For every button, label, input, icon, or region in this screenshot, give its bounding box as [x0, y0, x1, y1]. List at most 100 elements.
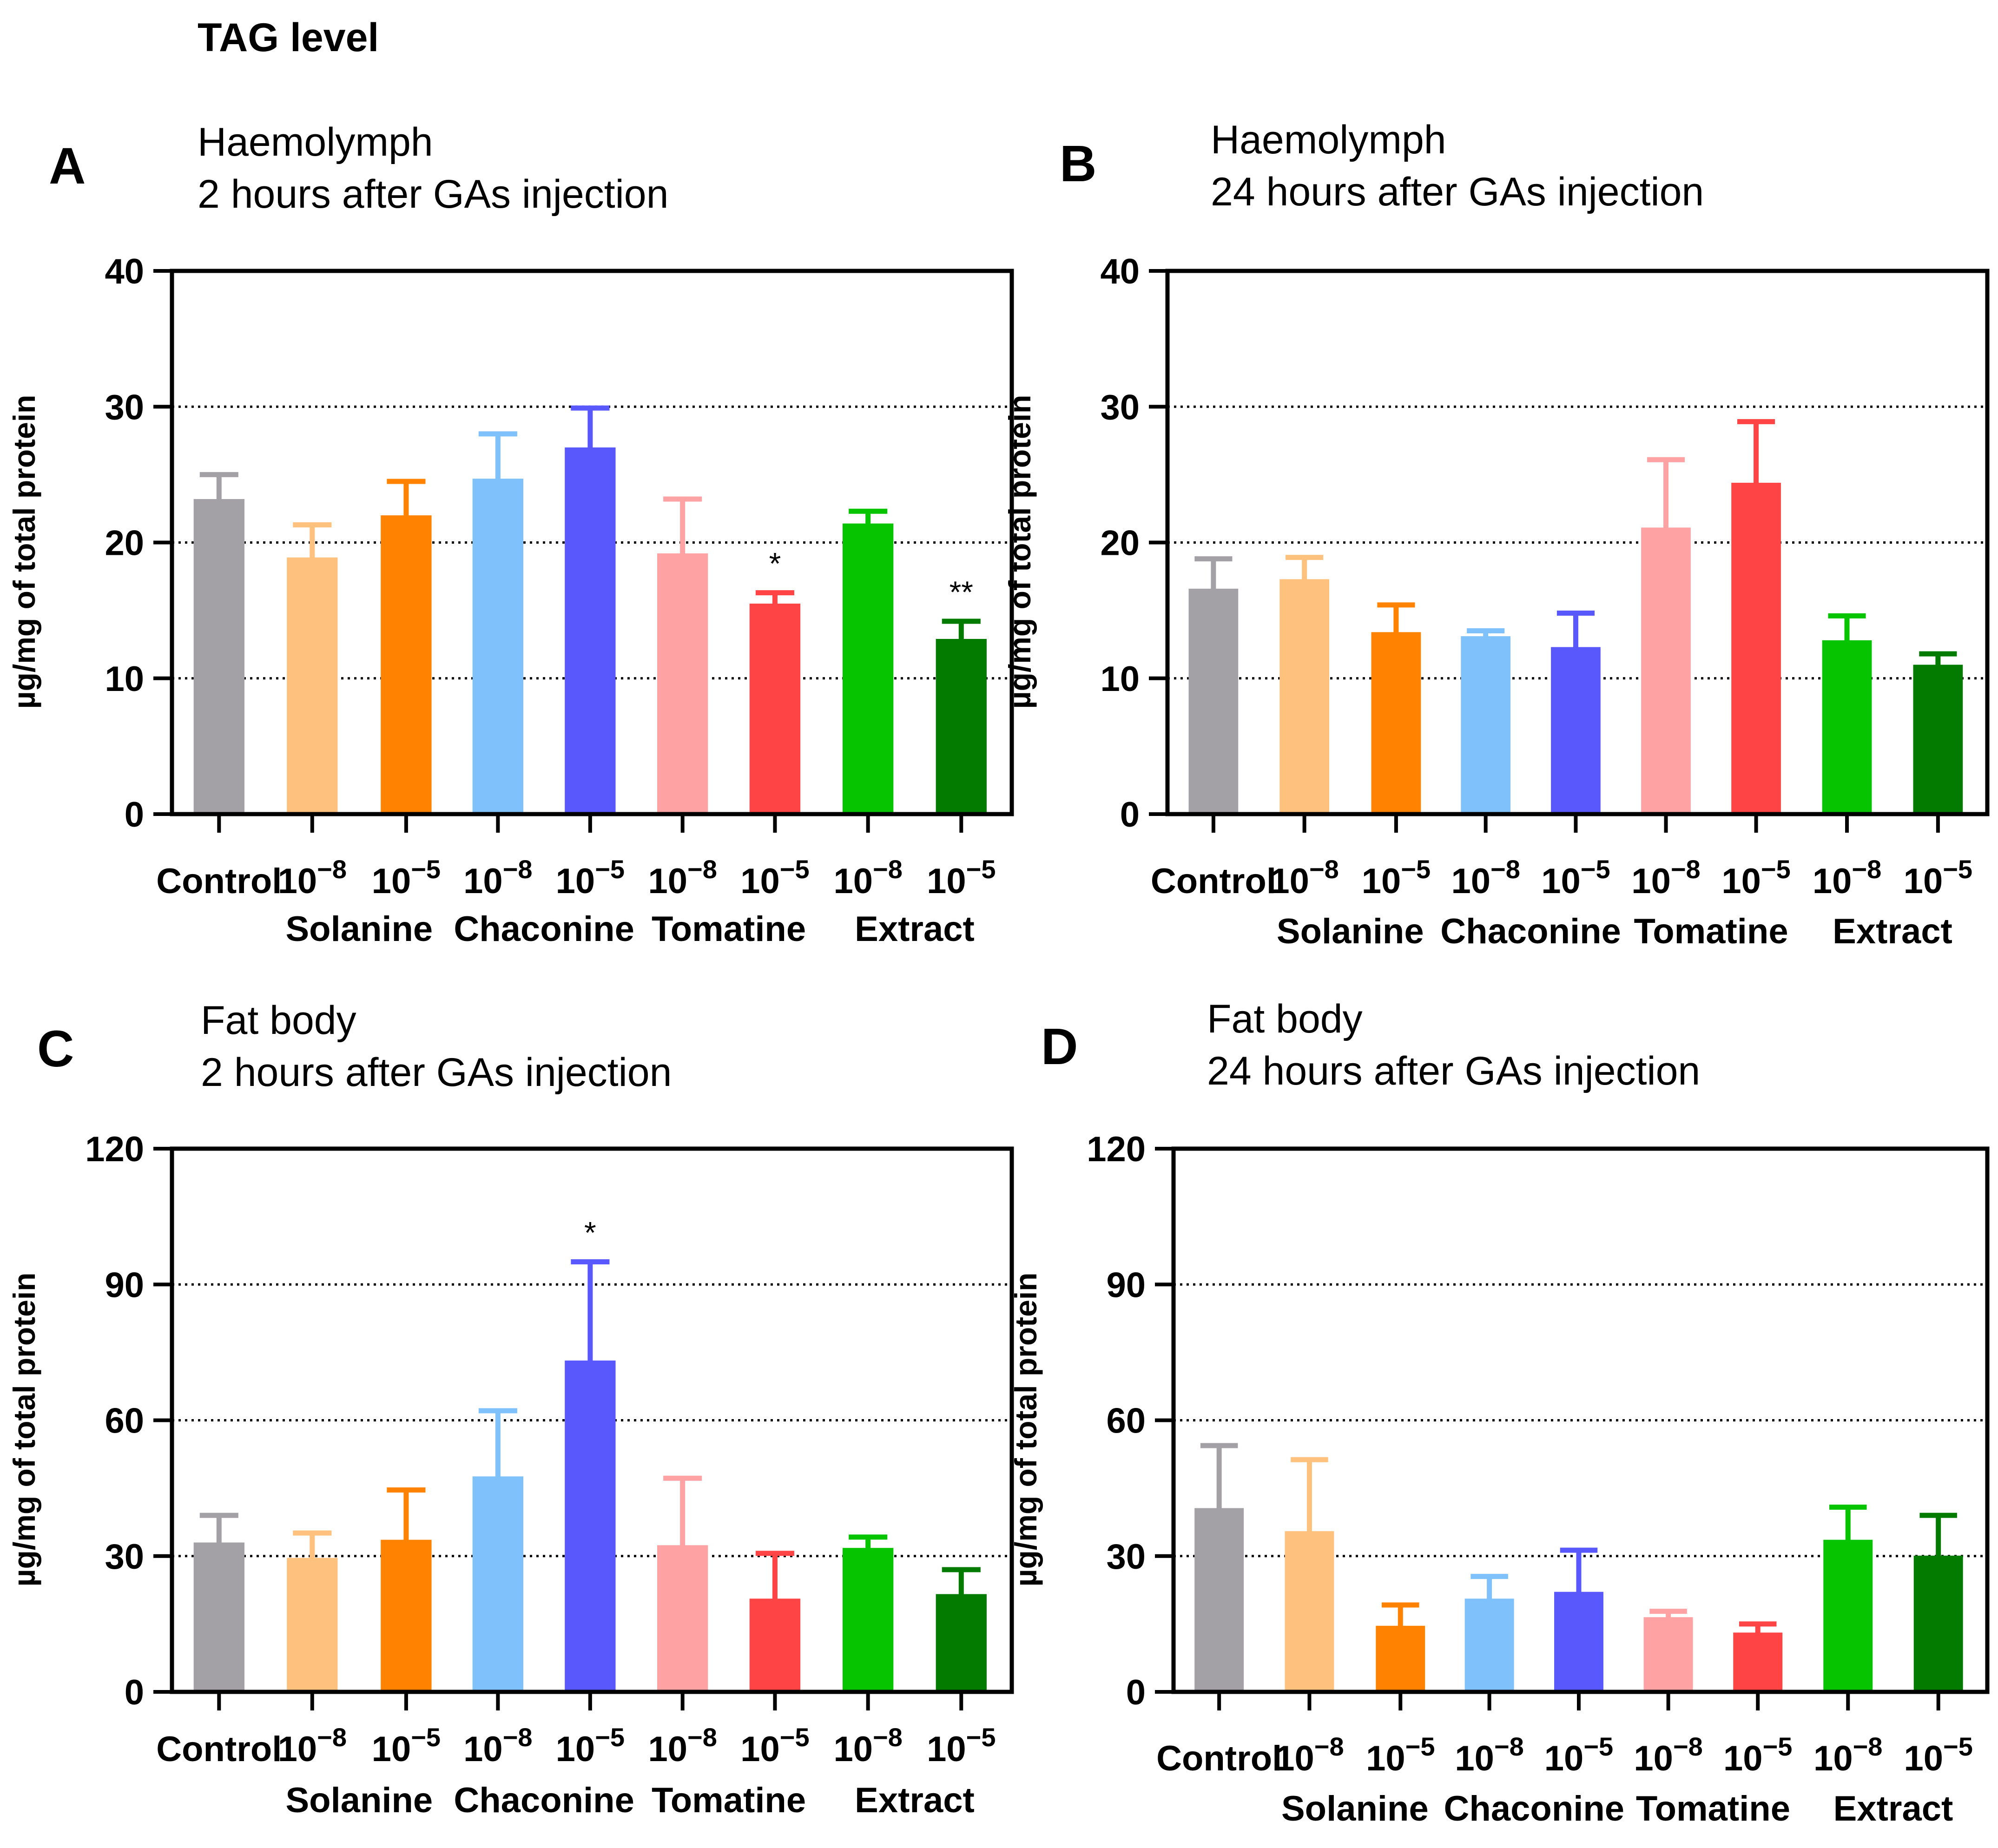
panel-title-line2: 24 hours after GAs injection: [1211, 170, 1704, 214]
bar: [1641, 527, 1691, 814]
x-label-control: Control: [1151, 862, 1276, 901]
y-tick-label: 0: [125, 1673, 144, 1712]
panel-title-line2: 2 hours after GAs injection: [198, 172, 668, 217]
y-tick-label: 0: [1120, 795, 1140, 835]
x-group-label: Extract: [855, 909, 975, 949]
x-label-dose: 10−8: [278, 855, 347, 901]
bar: [565, 1360, 616, 1692]
bar: [657, 553, 708, 814]
bar: [843, 523, 894, 814]
bar: [287, 1558, 338, 1692]
panel-title-line1: Haemolymph: [1211, 118, 1446, 162]
y-axis-label: µg/mg of total protein: [7, 395, 41, 709]
x-label-dose: 10−8: [648, 855, 717, 901]
x-label-dose: 10−5: [1366, 1732, 1435, 1778]
y-tick-label: 20: [105, 524, 144, 563]
x-group-label: Tomatine: [1634, 912, 1788, 951]
x-label-dose: 10−8: [833, 1723, 902, 1769]
x-label-control: Control: [156, 1730, 282, 1769]
panel-letter: C: [37, 1020, 74, 1078]
x-label-dose: 10−5: [740, 1723, 809, 1769]
bar: [1285, 1531, 1334, 1692]
x-group-label: Chaconine: [454, 909, 634, 949]
x-label-dose: 10−8: [1451, 855, 1520, 901]
x-group-label: Chaconine: [1444, 1789, 1625, 1828]
x-group-label: Extract: [1833, 1789, 1953, 1828]
panel-b: B Haemolymph 24 hours after GAs injection 0…: [1002, 118, 1990, 951]
bar: [1823, 1539, 1873, 1692]
x-label-dose: 10−8: [833, 855, 902, 901]
x-label-dose: 10−8: [1270, 855, 1339, 901]
x-label-dose: 10−8: [1813, 855, 1881, 901]
panel-letter: A: [49, 138, 86, 195]
panel-letter: B: [1060, 135, 1096, 192]
y-tick-label: 60: [105, 1401, 144, 1441]
x-label-control: Control: [156, 862, 282, 901]
x-group-label: Extract: [1833, 912, 1952, 951]
bar: [1643, 1617, 1693, 1692]
x-label-dose: 10−5: [1541, 855, 1610, 901]
y-axis-label: µg/mg of total protein: [1002, 395, 1037, 709]
y-tick-label: 30: [1106, 1537, 1146, 1577]
panel-title-line1: Fat body: [201, 998, 356, 1043]
x-group-label: Chaconine: [1440, 912, 1621, 951]
bar: [381, 1539, 432, 1692]
y-axis-label: µg/mg of total protein: [7, 1273, 41, 1587]
x-group-label: Solanine: [1277, 912, 1424, 951]
bar: [1376, 1625, 1425, 1692]
x-label-dose: 10−5: [740, 855, 809, 901]
bar: [1551, 647, 1601, 814]
x-label-dose: 10−8: [1634, 1732, 1702, 1778]
bar: [381, 515, 432, 814]
y-tick-label: 30: [105, 1537, 144, 1577]
y-tick-label: 0: [1126, 1673, 1146, 1712]
bar: [193, 1542, 244, 1692]
bar: [1731, 482, 1781, 814]
bar: [936, 638, 987, 814]
x-label-dose: 10−5: [1723, 1732, 1792, 1778]
y-tick-label: 60: [1106, 1401, 1146, 1441]
significance-mark: *: [584, 1216, 596, 1250]
panel-title-line1: Haemolymph: [198, 120, 433, 164]
bar: [1279, 579, 1329, 814]
y-tick-label: 40: [105, 252, 144, 291]
y-tick-label: 30: [1100, 388, 1140, 427]
y-tick-label: 0: [125, 795, 144, 835]
bar: [1913, 664, 1963, 814]
x-group-label: Tomatine: [652, 909, 806, 949]
x-label-dose: 10−8: [1631, 855, 1700, 901]
y-tick-label: 20: [1100, 524, 1140, 563]
x-label-dose: 10−8: [648, 1723, 717, 1769]
bar: [936, 1594, 987, 1692]
x-label-dose: 10−5: [1904, 855, 1972, 901]
bar: [472, 1476, 524, 1692]
x-label-dose: 10−5: [372, 855, 441, 901]
panel-letter: D: [1041, 1018, 1078, 1075]
significance-mark: **: [950, 575, 973, 609]
bar: [472, 479, 524, 814]
bar: [287, 557, 338, 814]
x-label-dose: 10−5: [556, 1723, 625, 1769]
bar: [1194, 1508, 1244, 1692]
bar: [1464, 1598, 1514, 1692]
bar: [1913, 1555, 1963, 1692]
bar: [565, 447, 616, 814]
x-group-label: Solanine: [285, 909, 433, 949]
panel-title-line2: 24 hours after GAs injection: [1207, 1049, 1700, 1093]
panel-title-line2: 2 hours after GAs injection: [201, 1050, 672, 1095]
panel-c: C Fat body 2 hours after GAs injection * 0 30…: [7, 998, 1014, 1820]
panel-title-line1: Fat body: [1207, 997, 1363, 1041]
significance-mark: *: [769, 546, 781, 581]
x-label-dose: 10−5: [927, 1723, 996, 1769]
y-tick-label: 90: [105, 1265, 144, 1305]
x-label-dose: 10−5: [1544, 1732, 1613, 1778]
y-tick-label: 120: [1087, 1130, 1146, 1169]
y-tick-label: 10: [105, 659, 144, 699]
x-label-dose: 10−8: [1275, 1732, 1344, 1778]
bar: [1822, 640, 1872, 814]
y-tick-label: 40: [1100, 252, 1140, 291]
x-group-label: Chaconine: [454, 1781, 634, 1820]
x-label-dose: 10−5: [1721, 855, 1790, 901]
y-tick-label: 10: [1100, 659, 1140, 699]
